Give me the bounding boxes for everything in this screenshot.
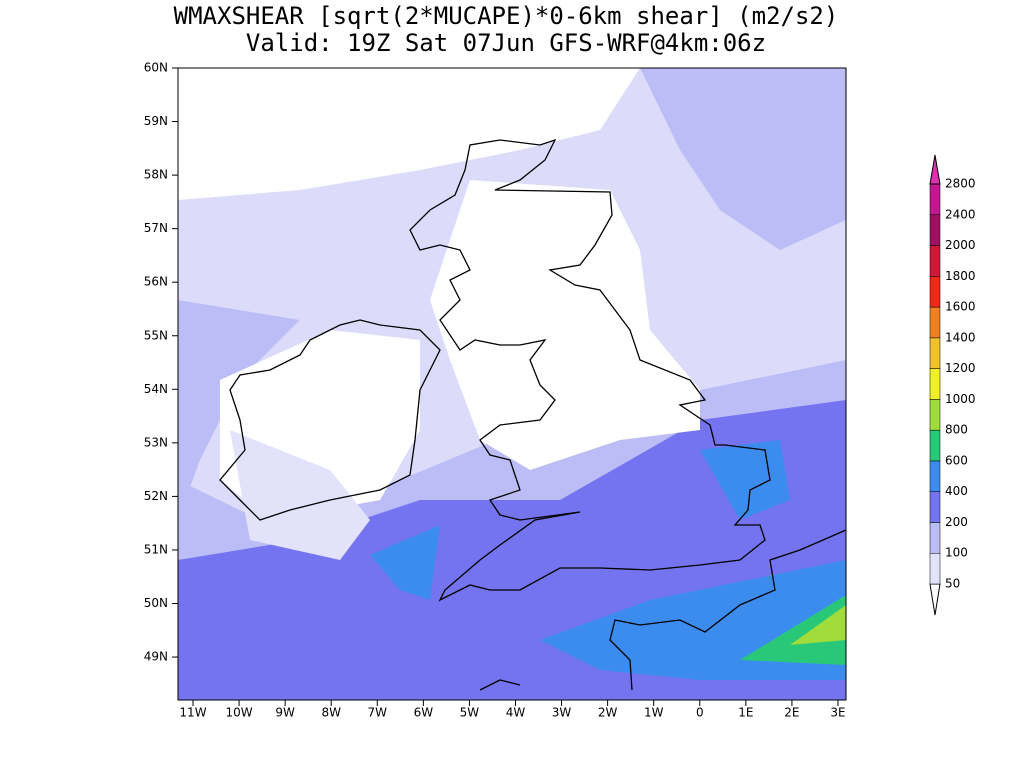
- colorbar-label: 1800: [945, 269, 976, 283]
- lat-label: 52N: [144, 489, 168, 503]
- colorbar-label: 1000: [945, 392, 976, 406]
- subtitle: Valid: 19Z Sat 07Jun GFS-WRF@4km:06z: [246, 29, 766, 57]
- lat-label: 55N: [144, 328, 168, 342]
- colorbar-box: [929, 276, 941, 308]
- lon-label: 3W: [552, 706, 572, 720]
- lon-label: 11W: [179, 706, 206, 720]
- lon-label: 3E: [830, 706, 845, 720]
- axes: 60N 59N 58N 57N 56N 55N 54N 53N 52N 51N 50N 49N 11W 1…: [144, 61, 846, 720]
- lon-label: 4W: [506, 706, 526, 720]
- map-field: [178, 68, 847, 700]
- lat-label: 50N: [144, 596, 168, 610]
- lon-label: 1W: [644, 706, 664, 720]
- lat-label: 49N: [144, 650, 168, 664]
- colorbar-box: [929, 214, 941, 246]
- colorbar-box: [929, 368, 941, 400]
- colorbar: 50 100 200 400 600 800 1000 1200 1400 1600 1800 200…: [929, 154, 976, 616]
- lon-label: 2E: [784, 706, 799, 720]
- colorbar-label: 200: [945, 515, 968, 529]
- lat-label: 51N: [144, 542, 168, 556]
- colorbar-label: 800: [945, 423, 968, 437]
- lon-label: 8W: [321, 706, 341, 720]
- colorbar-box: [929, 491, 941, 523]
- lon-label: 0: [696, 706, 704, 720]
- lon-label: 5W: [460, 706, 480, 720]
- colorbar-label: 1400: [945, 330, 976, 344]
- colorbar-label: 400: [945, 484, 968, 498]
- lat-label: 57N: [144, 221, 168, 235]
- lat-label: 59N: [144, 114, 168, 128]
- colorbar-box: [929, 552, 941, 585]
- colorbar-box: [929, 399, 941, 431]
- colorbar-label: 600: [945, 453, 968, 467]
- lon-label: 10W: [225, 706, 252, 720]
- colorbar-label: 2400: [945, 207, 976, 221]
- colorbar-box: [929, 522, 941, 554]
- colorbar-box: [929, 183, 941, 216]
- colorbar-low: [929, 583, 941, 616]
- lat-label: 54N: [144, 382, 168, 396]
- colorbar-label: 1600: [945, 300, 976, 314]
- map-frame: [177, 67, 847, 701]
- lat-label: 60N: [144, 61, 168, 75]
- lon-label: 9W: [275, 706, 295, 720]
- colorbar-label: 1200: [945, 361, 976, 375]
- lat-label: 56N: [144, 275, 168, 289]
- colorbar-box: [929, 306, 941, 339]
- colorbar-label: 2800: [945, 176, 976, 190]
- lon-label: 1E: [738, 706, 753, 720]
- colorbar-label: 50: [945, 577, 960, 591]
- colorbar-box: [929, 460, 941, 492]
- title: WMAXSHEAR [sqrt(2*MUCAPE)*0-6km shear] (…: [174, 2, 839, 30]
- colorbar-box: [929, 429, 941, 462]
- lon-label: 7W: [368, 706, 388, 720]
- colorbar-label: 2000: [945, 238, 976, 252]
- colorbar-box: [929, 337, 941, 369]
- colorbar-label: 100: [945, 546, 968, 560]
- colorbar-box: [929, 245, 941, 277]
- lat-label: 53N: [144, 435, 168, 449]
- colorbar-high: [929, 154, 941, 185]
- lon-label: 6W: [414, 706, 434, 720]
- lon-label: 2W: [598, 706, 618, 720]
- lat-label: 58N: [144, 168, 168, 182]
